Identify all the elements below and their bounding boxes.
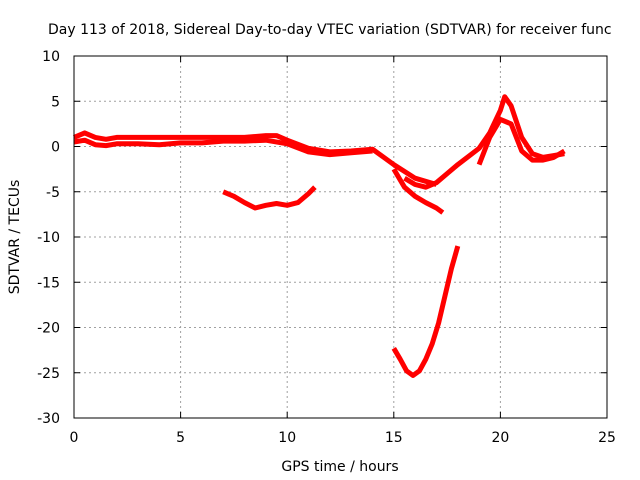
y-tick-label: -5 [46, 185, 60, 201]
series-line-segment-2 [222, 185, 317, 211]
series-line-segment-4a [403, 94, 565, 190]
chart-title: Day 113 of 2018, Sidereal Day-to-day VTE… [48, 22, 612, 38]
x-tick-label: 15 [385, 430, 403, 446]
x-axis-label: GPS time / hours [281, 459, 398, 475]
x-tick-label: 5 [176, 430, 185, 446]
y-tick-label: -15 [37, 275, 60, 291]
y-axis-label: SDTVAR / TECUs [7, 180, 23, 295]
y-tick-labels: -30 -25 -20 -15 -10 -5 0 5 10 [37, 49, 60, 427]
y-tick-label: -25 [37, 366, 60, 382]
x-tick-label: 25 [598, 430, 616, 446]
y-tick-label: 10 [42, 49, 60, 65]
series-line-segment-1b [73, 137, 373, 158]
y-tick-label: 5 [51, 94, 60, 110]
y-tick-label: -30 [37, 411, 60, 427]
x-tick-label: 0 [70, 430, 79, 446]
series-line-segment-3 [391, 167, 445, 215]
y-tick-label: 0 [51, 140, 60, 156]
x-tick-label: 10 [278, 430, 296, 446]
y-tick-label: -20 [37, 321, 60, 337]
axis-ticks [73, 55, 608, 419]
x-tick-labels: 0 5 10 15 20 25 [70, 430, 616, 446]
x-tick-label: 20 [491, 430, 509, 446]
grid-lines [74, 56, 607, 418]
data-series [73, 94, 566, 378]
series-line-segment-4b [476, 116, 566, 166]
y-tick-label: -10 [37, 230, 60, 246]
series-line-segment-5 [391, 245, 461, 378]
